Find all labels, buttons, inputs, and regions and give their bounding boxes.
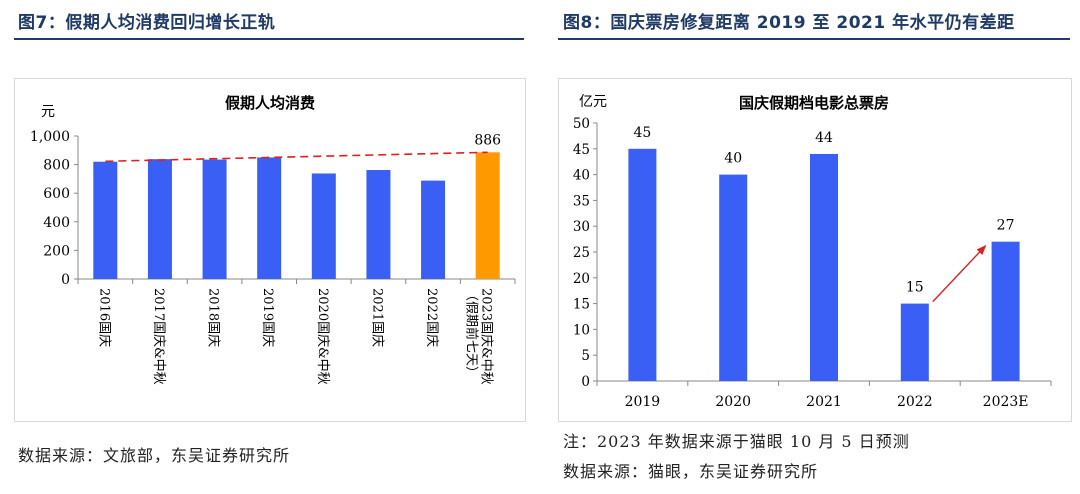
right-y-tick-label: 50 (573, 116, 590, 132)
left-bar (421, 180, 446, 279)
left-bar (257, 157, 282, 279)
right-data-label: 40 (724, 151, 742, 167)
left-x-tick-label: 2018国庆 (206, 288, 221, 347)
left-x-tick-label: 2016国庆 (96, 288, 111, 347)
right-y-tick-label: 35 (573, 193, 590, 209)
left-x-tick-label: 2021国庆 (369, 288, 384, 347)
right-y-tick-label: 20 (573, 271, 590, 287)
left-x-tick-label: 2020国庆&中秋 (315, 288, 330, 385)
left-y-tick-label: 400 (43, 215, 70, 231)
right-chart-panel: 国庆假期档电影总票房 亿元 0 5 10 15 20 25 30 35 40 45 50 45 40 44 15… (558, 78, 1072, 422)
right-y-tick-label: 40 (573, 168, 590, 184)
left-chart-title: 假期人均消费 (225, 94, 315, 112)
left-bar (93, 161, 118, 279)
left-y-tick-label: 800 (43, 158, 70, 174)
right-chart: 国庆假期档电影总票房 亿元 0 5 10 15 20 25 30 35 40 45 50 45 40 44 15… (573, 94, 1052, 410)
right-bar (991, 241, 1020, 381)
left-x-tick-label: 2019国庆 (260, 288, 275, 347)
right-bar (719, 174, 748, 381)
left-title-rule (14, 38, 524, 40)
right-growth-arrow (932, 244, 987, 303)
right-x-tick-label: 2022 (897, 394, 933, 410)
left-data-label: 886 (474, 132, 501, 148)
right-x-tick-label: 2023E (983, 394, 1029, 410)
right-y-tick-label: 10 (573, 322, 590, 338)
left-chart-panel: 假期人均消费元 0 200 400 600 800 1,000 886 2016国庆 2017国庆… (14, 78, 526, 422)
left-y-tick-label: 200 (43, 243, 70, 259)
right-chart-title: 国庆假期档电影总票房 (739, 94, 889, 112)
left-bar (147, 159, 172, 279)
right-data-label: 44 (815, 130, 833, 146)
right-y-tick-label: 25 (573, 245, 590, 261)
left-y-tick-label: 0 (61, 272, 70, 288)
right-y-tick-label: 30 (573, 219, 590, 235)
right-data-label: 27 (997, 218, 1015, 234)
left-x-tick-label: 2023国庆&中秋（假期前七天） (464, 288, 494, 385)
right-y-unit: 亿元 (579, 94, 607, 110)
left-bar-highlight (475, 152, 500, 279)
right-y-tick-label: 45 (573, 142, 590, 158)
right-x-tick-label: 2019 (625, 394, 661, 410)
left-x-tick-label: 2022国庆 (424, 288, 439, 347)
left-source-note: 数据来源：文旅部，东吴证券研究所 (18, 446, 291, 465)
right-bar (628, 148, 657, 381)
left-figure-title: 图7：假期人均消费回归增长正轨 (18, 13, 276, 33)
right-source-note: 数据来源：猫眼，东吴证券研究所 (563, 462, 819, 481)
left-bar (311, 173, 336, 279)
right-bar (810, 153, 838, 381)
left-y-unit: 元 (41, 104, 55, 120)
right-x-tick-label: 2021 (806, 394, 842, 410)
right-figure-title: 图8：国庆票房修复距离 2019 至 2021 年水平仍有差距 (563, 13, 1015, 33)
right-footnote: 注：2023 年数据来源于猫眼 10 月 5 日预测 (563, 432, 910, 451)
right-x-tick-label: 2020 (715, 394, 751, 410)
left-bar (202, 159, 227, 279)
left-trend-line (105, 151, 488, 163)
right-bar (900, 303, 929, 381)
left-y-tick-label: 600 (43, 186, 70, 202)
right-y-tick-label: 15 (573, 297, 590, 313)
left-y-tick-label: 1,000 (30, 129, 70, 145)
left-x-tick-label: 2017国庆&中秋 (151, 288, 166, 385)
right-data-label: 15 (906, 280, 924, 296)
left-bar (366, 170, 391, 279)
right-y-tick-label: 0 (581, 374, 590, 390)
right-title-rule (558, 38, 1070, 40)
right-data-label: 45 (633, 125, 651, 141)
right-y-tick-label: 5 (581, 348, 590, 364)
